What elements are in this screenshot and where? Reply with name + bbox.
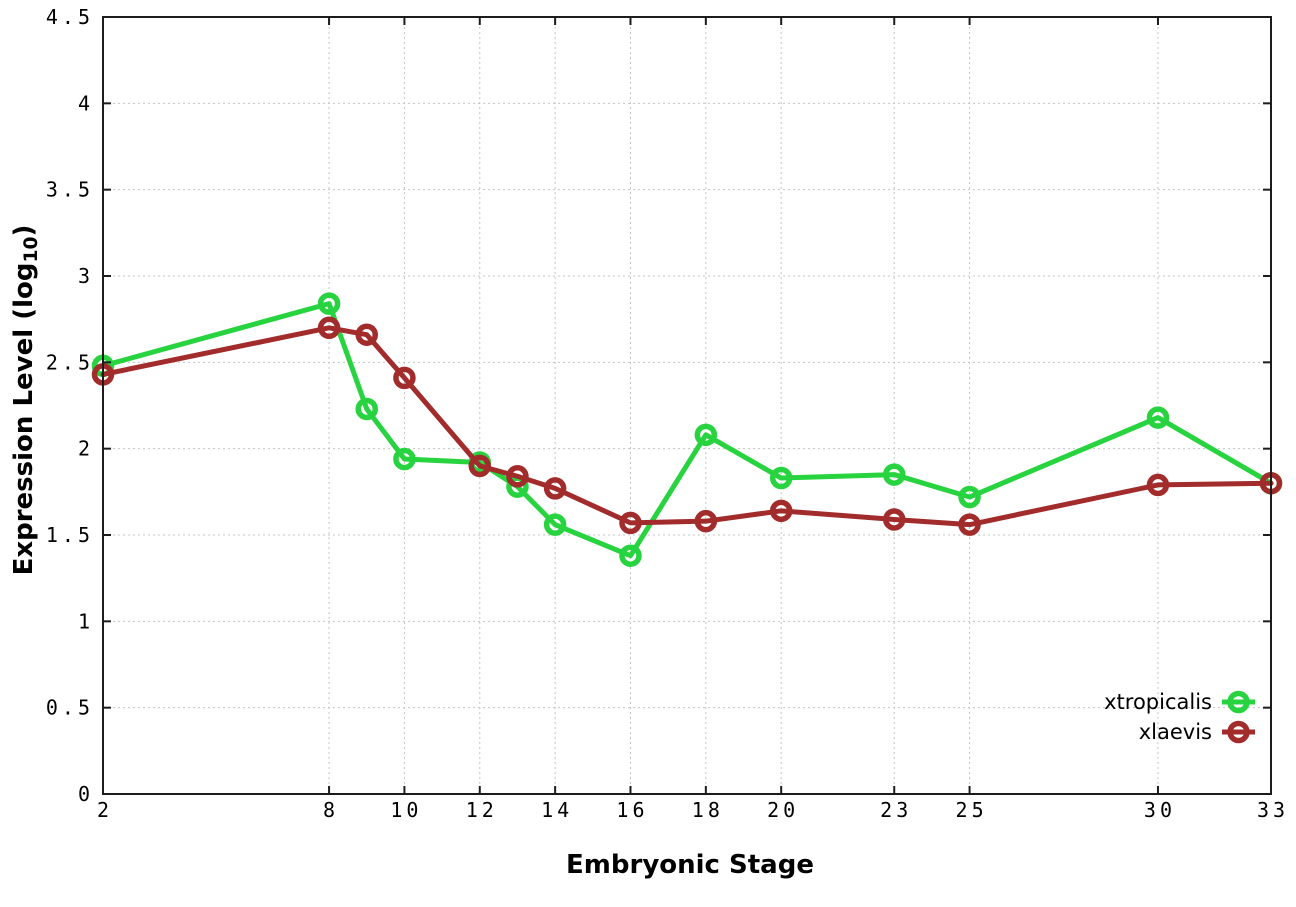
y-axis-title-subscript: 10 <box>20 236 42 263</box>
x-tick-label: 33 <box>1257 798 1289 822</box>
x-tick-label: 12 <box>466 798 498 822</box>
data-point-marker <box>1146 473 1170 497</box>
x-tick-label: 30 <box>1144 798 1176 822</box>
data-point-marker <box>543 513 567 536</box>
x-axis-title: Embryonic Stage <box>566 850 814 880</box>
data-point-marker <box>506 465 529 488</box>
data-point-marker <box>1146 406 1170 429</box>
data-point-marker <box>694 423 718 447</box>
x-tick-label: 18 <box>692 798 724 822</box>
legend-label: xtropicalis <box>1104 690 1212 714</box>
y-tick-label: 1.5 <box>46 523 94 547</box>
series-line-xlaevis <box>100 325 1274 528</box>
series-line-xtropicalis <box>100 301 1274 559</box>
y-tick-label: 2 <box>78 437 94 461</box>
y-tick-label: 4.5 <box>46 5 94 29</box>
data-point-marker <box>393 447 416 471</box>
data-point-marker <box>393 366 416 390</box>
x-tick-label: 23 <box>880 798 912 822</box>
x-tick-label: 14 <box>541 798 573 822</box>
data-point-marker <box>769 499 793 523</box>
legend-label: xlaevis <box>1139 720 1212 744</box>
y-tick-label: 3 <box>78 264 94 288</box>
data-point-marker <box>355 397 378 421</box>
x-tick-label: 2 <box>97 798 113 822</box>
y-tick-labels: 0 0.5 1 1.5 2 2.5 3 3.5 4 4.5 <box>46 5 94 806</box>
y-axis-title-text: Expression Level (log <box>9 262 39 576</box>
data-point-marker <box>317 316 341 340</box>
data-point-marker <box>355 323 378 346</box>
data-point-marker <box>769 466 793 490</box>
series-xlaevis <box>91 316 1283 536</box>
x-tick-labels: 2 8 10 12 14 16 18 20 23 25 30 33 <box>97 798 1289 822</box>
x-tick-label: 20 <box>767 798 799 822</box>
data-point-marker <box>882 463 906 486</box>
data-point-marker <box>619 511 642 535</box>
y-tick-label: 2.5 <box>46 350 94 374</box>
data-point-marker <box>694 509 718 533</box>
legend: xtropicalis xlaevis <box>1104 690 1255 744</box>
y-axis-title: Expression Level (log10) <box>9 224 42 576</box>
legend-item-xtropicalis: xtropicalis <box>1104 690 1255 714</box>
x-tick-label: 8 <box>323 798 339 822</box>
legend-marker <box>1227 720 1250 744</box>
legend-item-xlaevis: xlaevis <box>1139 720 1255 744</box>
legend-marker <box>1227 690 1250 714</box>
x-tick-label: 25 <box>956 798 988 822</box>
y-tick-label: 3.5 <box>46 178 94 202</box>
data-point-marker <box>958 513 981 536</box>
tick-marks <box>102 16 1272 795</box>
plot-border <box>102 16 1272 795</box>
y-tick-label: 1 <box>78 609 94 633</box>
data-point-marker <box>619 544 642 567</box>
y-axis-title-close: ) <box>9 224 39 237</box>
y-tick-label: 0 <box>78 782 94 806</box>
y-tick-label: 4 <box>78 91 94 115</box>
x-tick-label: 16 <box>616 798 648 822</box>
data-point-marker <box>543 477 567 500</box>
y-tick-label: 0.5 <box>46 696 94 720</box>
series-xtropicalis <box>91 292 1283 567</box>
x-tick-label: 10 <box>390 798 422 822</box>
data-point-marker <box>958 485 981 509</box>
data-point-marker <box>317 292 341 315</box>
data-point-marker <box>468 454 492 478</box>
gridlines <box>102 16 1272 795</box>
data-point-marker <box>882 508 906 531</box>
